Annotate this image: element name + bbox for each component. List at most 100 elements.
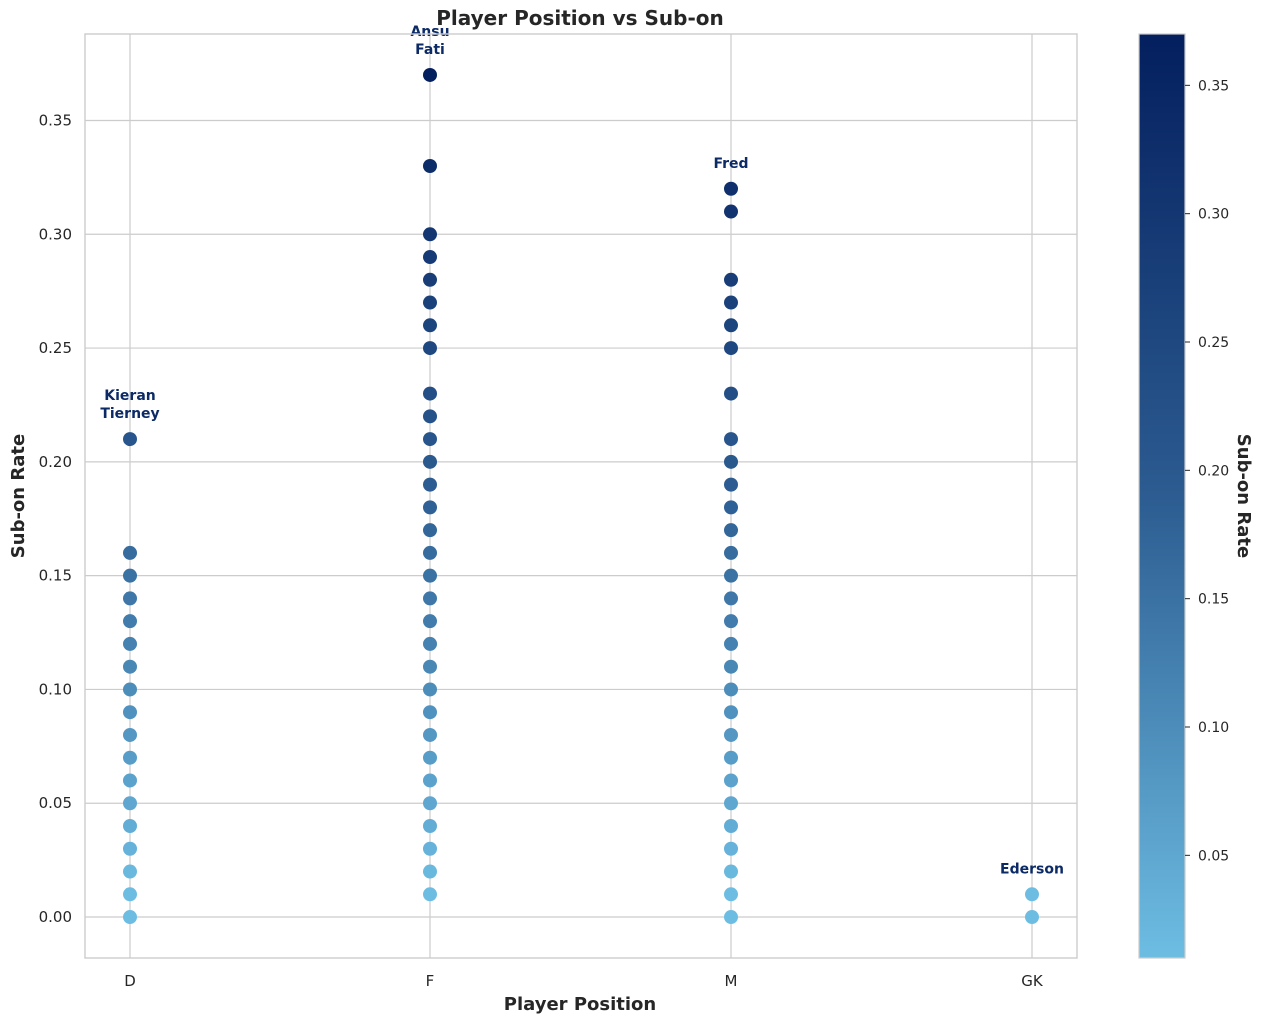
point-annotation: Ederson [1000,861,1064,877]
y-tick-label: 0.00 [39,908,72,926]
colorbar-ticks: 0.05 0.10 0.15 0.20 0.25 0.30 0.35 [1185,78,1229,864]
data-point [724,727,738,742]
colorbar-tick-label: 0.05 [1198,848,1229,864]
data-point [423,409,437,424]
data-point [724,773,738,788]
y-tick-label: 0.05 [39,794,72,812]
data-point [123,614,137,629]
data-point [423,682,437,697]
x-tick-label: F [426,972,435,990]
data-point [423,159,437,173]
data-point [123,864,137,879]
data-point [724,341,738,356]
data-point [423,272,437,287]
data-point [123,796,137,811]
data-point [123,773,137,788]
data-point [123,750,137,765]
data-point [724,454,738,469]
data-point [724,500,738,515]
y-tick-label: 0.25 [39,339,72,357]
data-point [724,682,738,697]
data-point [724,568,738,583]
colorbar-tick-label: 0.25 [1198,335,1229,351]
colorbar-tick-label: 0.30 [1198,207,1229,223]
data-point [724,386,738,401]
colorbar-tick-label: 0.20 [1198,463,1229,479]
data-point [123,887,137,902]
data-point [423,454,437,469]
x-tick-label: GK [1021,972,1044,990]
colorbar-tick-label: 0.35 [1198,78,1229,94]
data-point [423,227,437,242]
data-point [423,523,437,538]
data-point [123,819,137,833]
data-point [123,682,137,697]
data-point [423,636,437,651]
data-point [123,636,137,651]
colorbar-label: Sub-on Rate [1233,434,1254,558]
point-annotation: Fati [415,42,445,58]
data-point [123,659,137,674]
data-point [724,295,738,310]
point-annotation: Kieran [104,388,155,404]
data-point [423,887,437,902]
x-tick-labels: D F M GK [124,972,1044,990]
y-tick-label: 0.15 [39,567,72,585]
data-point [423,295,437,310]
y-axis-label: Sub-on Rate [8,434,29,558]
colorbar-tick-label: 0.15 [1198,592,1229,608]
data-point [423,477,437,492]
y-tick-label: 0.35 [39,111,72,129]
data-point [423,705,437,720]
data-point [123,910,137,925]
data-point [423,841,437,856]
data-point [724,614,738,629]
data-point [724,477,738,492]
data-point [423,750,437,765]
x-tick-label: M [725,972,738,990]
x-axis-label: Player Position [504,994,656,1015]
data-point [1025,887,1039,902]
data-point [423,727,437,742]
colorbar [1138,33,1186,959]
data-point [423,864,437,879]
y-tick-label: 0.20 [39,453,72,471]
data-point [724,705,738,720]
data-point [1025,910,1039,925]
data-point [423,432,437,447]
point-annotations: Kieran Tierney Ansu Fati Fred Ederson [100,24,1064,877]
data-point [423,341,437,356]
data-point [423,614,437,629]
data-point [724,181,738,196]
data-point [724,432,738,447]
data-point [724,796,738,811]
data-point [423,659,437,674]
data-point [724,841,738,856]
data-point [423,500,437,515]
data-point [724,659,738,674]
data-point [724,864,738,879]
y-tick-label: 0.30 [39,225,72,243]
data-point [724,887,738,902]
data-point [423,819,437,833]
data-point [724,636,738,651]
data-point [724,910,738,925]
plot-frame [84,33,1078,959]
data-point [423,250,437,265]
x-tick-label: D [124,972,136,990]
data-point [724,318,738,333]
data-point [724,272,738,287]
grid-lines [85,34,1077,958]
data-point [724,819,738,833]
data-point [423,318,437,333]
data-point [423,796,437,811]
data-point [123,432,137,447]
data-point [423,568,437,583]
data-point [724,591,738,606]
y-tick-labels: 0.00 0.05 0.10 0.15 0.20 0.25 0.30 0.35 [39,111,72,926]
data-points [123,67,1039,925]
data-point [423,67,437,82]
data-point [724,204,738,219]
